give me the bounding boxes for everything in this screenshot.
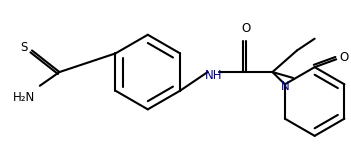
Text: O: O — [339, 51, 349, 64]
Text: N: N — [280, 80, 289, 93]
Text: H₂N: H₂N — [13, 91, 35, 104]
Text: O: O — [241, 22, 251, 35]
Text: S: S — [20, 41, 28, 54]
Text: NH: NH — [205, 69, 222, 82]
